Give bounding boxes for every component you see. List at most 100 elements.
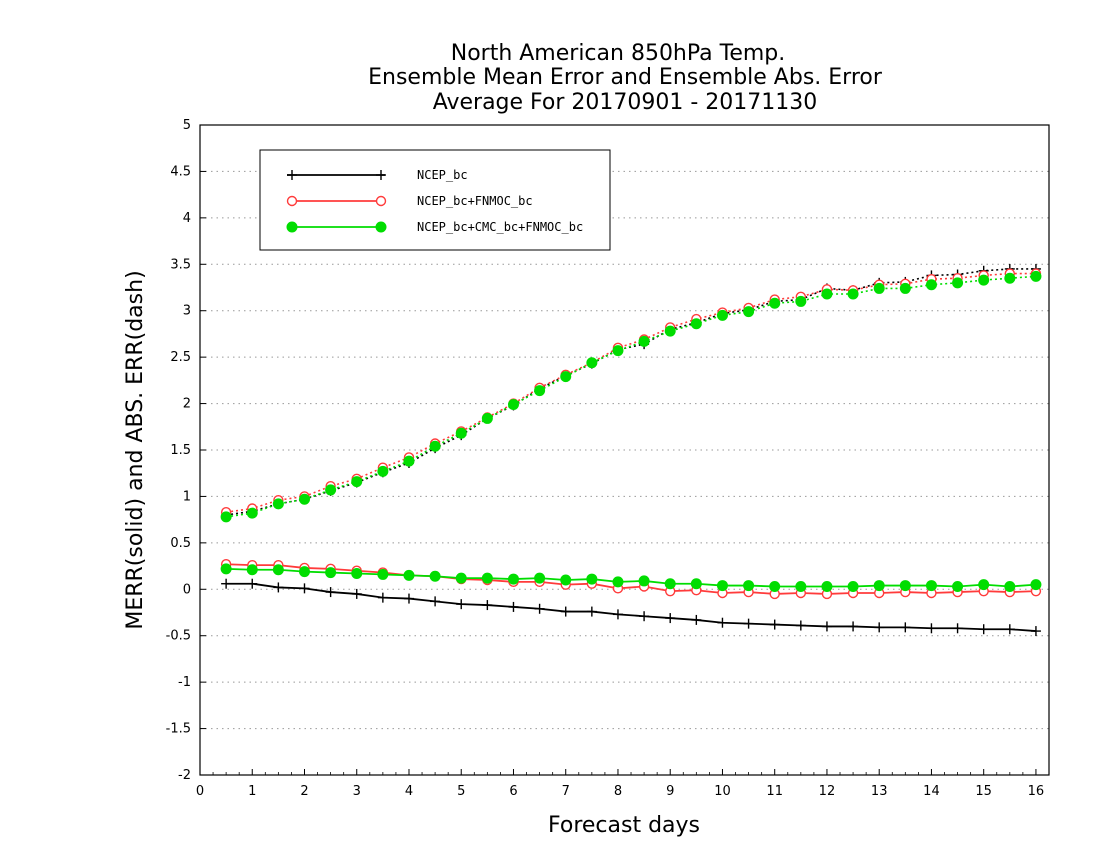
mean-error-point	[560, 574, 572, 586]
mean-error-point	[899, 580, 911, 592]
y-axis-label: MERR(solid) and ABS. ERR(dash)	[123, 270, 148, 629]
x-tick-label: 1	[248, 784, 256, 799]
y-tick-label: 4.5	[170, 164, 191, 179]
x-tick-label: 14	[923, 784, 940, 799]
legend-marker	[376, 170, 386, 180]
mean-error-point	[246, 564, 258, 576]
mean-error-point	[769, 581, 781, 592]
y-tick-label: 2	[183, 397, 191, 412]
mean-error-point	[795, 620, 806, 631]
abs-error-point	[560, 371, 572, 383]
mean-error-point	[743, 580, 755, 592]
abs-error-point	[325, 484, 337, 496]
x-tick-label: 10	[714, 784, 731, 799]
y-tick-label: -1	[178, 675, 191, 690]
mean-error-point	[455, 572, 467, 584]
mean-error-point	[821, 581, 833, 592]
mean-error-point	[325, 567, 337, 579]
legend-item: NCEP_bc	[287, 168, 468, 182]
abs-error-point	[716, 309, 728, 321]
abs-error-point	[873, 282, 885, 294]
chart-title-line-1: North American 850hPa Temp.	[451, 41, 786, 66]
legend-item: NCEP_bc+FNMOC_bc	[286, 194, 533, 208]
abs-error-point	[534, 385, 546, 397]
mean-error-point	[507, 573, 519, 585]
abs-error-point	[586, 357, 598, 369]
x-tick-label: 8	[614, 784, 622, 799]
x-tick-label: 9	[666, 784, 674, 799]
abs-error-point	[377, 465, 389, 477]
y-tick-label: 1.5	[170, 443, 191, 458]
legend-marker	[375, 221, 387, 233]
mean-error-point	[560, 606, 571, 617]
abs-error-point	[769, 297, 781, 309]
abs-error-point	[1030, 270, 1042, 282]
mean-error-point	[691, 614, 702, 625]
legend-label: NCEP_bc+FNMOC_bc	[417, 194, 533, 208]
mean-error-point	[351, 568, 363, 579]
mean-error-point	[612, 609, 623, 620]
y-tick-label: 5	[183, 118, 191, 133]
y-tick-label: -2	[178, 768, 191, 783]
legend-box	[259, 149, 611, 251]
mean-error-point	[456, 599, 467, 610]
abs-error-point	[507, 399, 519, 410]
mean-error-point	[925, 580, 937, 592]
mean-error-point	[272, 564, 284, 576]
mean-error-point	[430, 596, 441, 607]
series-layer	[220, 263, 1042, 637]
mean-error-point	[325, 587, 336, 598]
x-tick-label: 13	[871, 784, 888, 799]
abs-error-point	[220, 511, 232, 523]
abs-error-point	[403, 455, 415, 467]
abs-error-point	[298, 493, 310, 505]
mean-error-point	[351, 588, 362, 599]
chart-title-line-2: Ensemble Mean Error and Ensemble Abs. Er…	[368, 65, 883, 90]
y-tick-label: 0	[183, 582, 191, 597]
series-3	[220, 270, 1042, 592]
mean-error-point	[1004, 581, 1016, 592]
mean-error-point	[534, 603, 545, 614]
abs-error-point	[1004, 272, 1016, 284]
plot-frame	[199, 124, 1050, 776]
abs-error-point	[612, 345, 624, 357]
mean-error-point	[482, 600, 493, 611]
mean-error-point	[638, 575, 650, 587]
abs-error-point	[351, 476, 363, 488]
y-tick-label: 1	[183, 489, 191, 504]
mean-error-point	[873, 580, 885, 592]
mean-error-point	[821, 621, 832, 632]
x-tick-label: 11	[766, 784, 783, 799]
mean-error-point	[612, 576, 624, 588]
mean-error-point	[1004, 624, 1015, 635]
abs-error-point	[638, 335, 650, 347]
legend-label: NCEP_bc	[417, 168, 468, 182]
legend-label: NCEP_bc+CMC_bc+FNMOC_bc	[417, 220, 583, 234]
mean-error-point	[847, 581, 859, 592]
mean-error-point	[586, 573, 598, 585]
mean-error-point	[273, 582, 284, 593]
x-tick-label: 5	[457, 784, 465, 799]
abs-error-point	[952, 277, 964, 289]
mean-error-point	[743, 618, 754, 629]
abs-error-point	[690, 318, 702, 330]
mean-error-point	[1030, 579, 1042, 591]
mean-error-point	[247, 578, 258, 589]
abs-error-point	[743, 306, 755, 318]
abs-error-point	[795, 295, 807, 307]
x-tick-label: 15	[975, 784, 992, 799]
mean-error-point	[717, 617, 728, 628]
mean-error-point	[534, 572, 546, 584]
legend-marker	[287, 170, 297, 180]
mean-error-point	[221, 578, 232, 589]
y-axis-ticks: -2 -1.5 -1 -0.5 0 0.5 1 1.5 2 2.5 3 3.5 4 4.5 5	[166, 118, 206, 783]
y-tick-label: 3.5	[170, 257, 191, 272]
abs-error-point	[429, 440, 441, 452]
mean-error-point	[848, 621, 859, 632]
chart-title: North American 850hPa Temp. Ensemble Mea…	[368, 41, 883, 115]
mean-error-point	[900, 622, 911, 633]
y-tick-label: 2.5	[170, 350, 191, 365]
mean-error-point	[377, 592, 388, 603]
